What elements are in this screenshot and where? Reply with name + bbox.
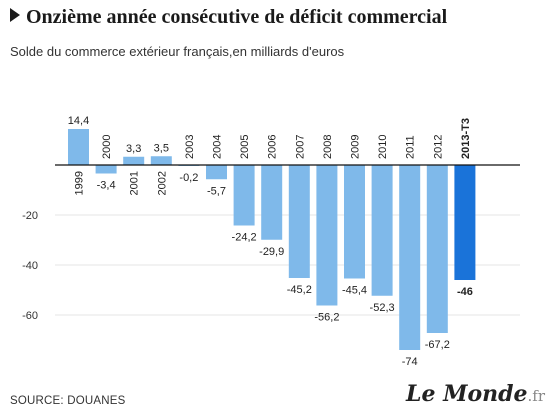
chart-subtitle: Solde du commerce extérieur français,en … bbox=[10, 44, 345, 59]
value-label: 3,3 bbox=[126, 143, 141, 155]
bar bbox=[399, 165, 421, 350]
value-label: -45,4 bbox=[342, 285, 367, 297]
value-label: -24,2 bbox=[232, 232, 257, 244]
category-label: 2003 bbox=[184, 135, 196, 159]
value-label: 3,5 bbox=[154, 142, 169, 154]
category-label: 2000 bbox=[101, 135, 113, 159]
bar bbox=[95, 165, 117, 174]
category-label: 2008 bbox=[322, 135, 334, 159]
value-label: -46 bbox=[457, 286, 473, 298]
category-label: 2011 bbox=[405, 135, 417, 159]
chart-title: Onzième année consécutive de déficit com… bbox=[10, 6, 447, 29]
category-label: 2001 bbox=[129, 171, 141, 195]
triangle-icon bbox=[10, 8, 20, 22]
bar bbox=[371, 165, 393, 296]
bar bbox=[261, 165, 283, 240]
value-label: -29,9 bbox=[259, 246, 284, 258]
bar bbox=[288, 165, 310, 278]
logo-suffix: .fr bbox=[527, 387, 546, 405]
category-label: 2005 bbox=[239, 135, 251, 159]
bar bbox=[68, 129, 89, 165]
category-label: 2010 bbox=[377, 135, 389, 159]
value-label: -5,7 bbox=[207, 185, 226, 197]
y-tick-label: -60 bbox=[22, 310, 38, 322]
bar bbox=[454, 165, 476, 280]
value-label: -67,2 bbox=[425, 339, 450, 351]
category-label: 2009 bbox=[350, 135, 362, 159]
y-tick-label: -40 bbox=[22, 260, 38, 272]
value-label: -3,4 bbox=[97, 180, 116, 192]
category-label: 2013-T3 bbox=[460, 118, 472, 159]
bar bbox=[150, 156, 172, 165]
value-label: -52,3 bbox=[370, 302, 395, 314]
category-label: 2012 bbox=[432, 135, 444, 159]
category-label: 2004 bbox=[212, 135, 224, 159]
value-label: 14,4 bbox=[68, 115, 89, 127]
bar bbox=[316, 165, 338, 306]
value-label: -0,2 bbox=[179, 172, 198, 184]
bar bbox=[344, 165, 365, 279]
bar bbox=[123, 156, 145, 165]
logo-text: Le Monde bbox=[405, 381, 528, 407]
category-label: 2006 bbox=[267, 135, 279, 159]
source-note: SOURCE: DOUANES bbox=[10, 395, 126, 407]
value-label: -45,2 bbox=[287, 284, 312, 296]
bar bbox=[426, 165, 448, 333]
le-monde-logo: Le Monde.fr bbox=[406, 381, 545, 407]
category-label: 1999 bbox=[74, 171, 86, 195]
value-label: -56,2 bbox=[314, 312, 339, 324]
bar bbox=[233, 165, 255, 226]
value-label: -74 bbox=[402, 356, 418, 368]
chart-title-text: Onzième année consécutive de déficit com… bbox=[26, 6, 448, 28]
category-label: 2002 bbox=[156, 171, 168, 195]
bar bbox=[206, 165, 227, 180]
category-label: 2007 bbox=[294, 135, 306, 159]
y-tick-label: -20 bbox=[22, 210, 38, 222]
